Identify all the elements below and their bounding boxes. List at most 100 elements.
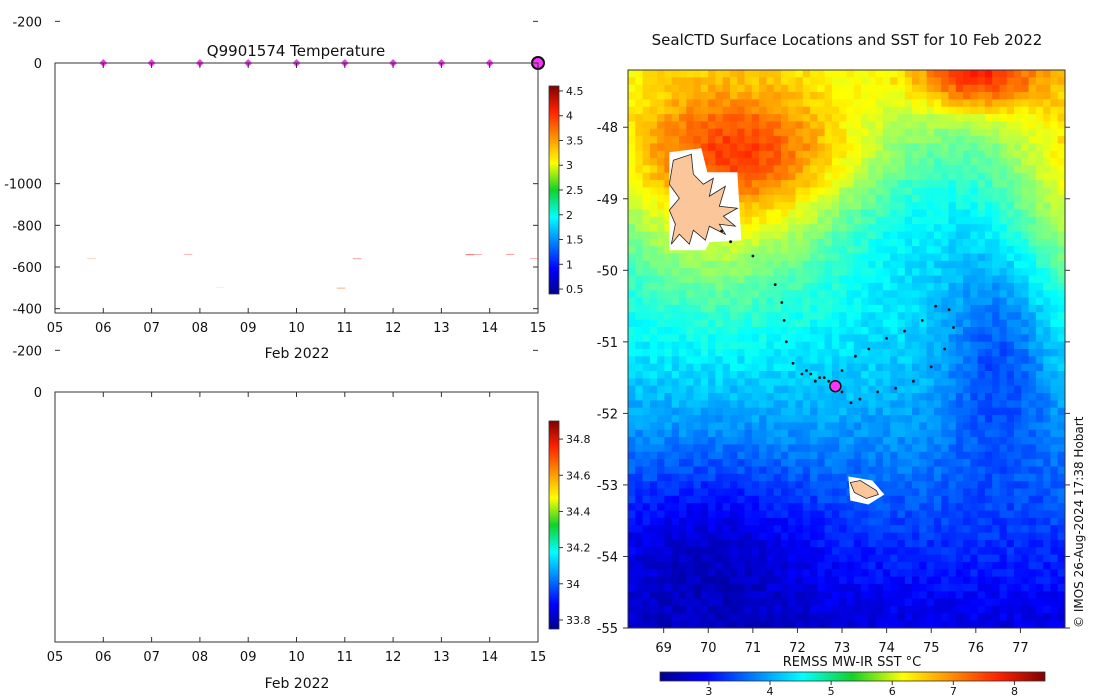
sst-cell — [795, 187, 804, 196]
sst-cell — [919, 165, 928, 174]
sst-cell — [730, 158, 738, 166]
sst-cell — [861, 77, 869, 86]
sst-cell — [730, 77, 738, 86]
sst-cell — [984, 136, 993, 144]
sst-cell — [926, 180, 935, 188]
sst-cell — [802, 92, 811, 100]
sst-cell — [948, 128, 957, 137]
sst-cell — [700, 150, 709, 159]
temperature-colorbar — [548, 85, 560, 295]
x-tick-label: 06 — [95, 650, 112, 665]
sst-cell — [708, 114, 716, 122]
sst-cell — [700, 77, 709, 86]
sst-cell — [941, 128, 949, 137]
sst-cell — [1006, 121, 1015, 130]
sst-cell — [868, 114, 877, 122]
sst-cell — [912, 92, 920, 100]
sst-cell — [1014, 106, 1022, 115]
sst-cell — [649, 77, 658, 86]
sst-cell — [1014, 92, 1022, 100]
sst-cell — [781, 128, 789, 137]
colorbar-tick-label: 34.2 — [566, 542, 591, 555]
sst-cell — [970, 143, 979, 152]
sst-cell — [817, 180, 826, 188]
sst-map-panel: SealCTD Surface Locations and SST for 10… — [597, 31, 1086, 698]
sst-cell — [715, 70, 724, 78]
sst-cell — [751, 114, 760, 122]
sst-cell — [744, 114, 753, 122]
sst-cell — [904, 165, 913, 174]
sst-cell — [1014, 143, 1022, 152]
sst-cell — [1021, 143, 1030, 152]
sst-cell — [963, 84, 971, 93]
sst-cell — [875, 84, 884, 93]
sst-cell — [744, 165, 753, 174]
colorbar-tick-label: 1 — [566, 258, 573, 271]
sst-cell — [941, 106, 949, 115]
sst-cell — [970, 84, 979, 93]
sst-cell — [715, 158, 724, 166]
sst-cell — [744, 121, 753, 130]
sst-cell — [941, 172, 949, 181]
sst-cell — [700, 143, 709, 152]
sst-cell — [781, 114, 789, 122]
sst-cell — [664, 165, 673, 174]
sst-cell — [963, 143, 971, 152]
sst-cell — [955, 77, 964, 86]
sst-cell — [795, 114, 804, 122]
sst-cell — [861, 99, 869, 108]
sst-cell — [788, 136, 796, 144]
sst-cell — [708, 158, 716, 166]
sst-cell — [970, 150, 979, 159]
sst-cell — [955, 121, 964, 130]
sst-cell — [737, 84, 746, 93]
sst-cell — [912, 158, 920, 166]
sst-cell — [715, 114, 724, 122]
sst-cell — [788, 77, 796, 86]
sst-cell — [686, 106, 695, 115]
sst-cell — [912, 70, 920, 78]
sst-cell — [1050, 70, 1059, 78]
sst-cell — [628, 128, 636, 137]
sst-cell — [1050, 128, 1059, 137]
sst-cell — [802, 70, 811, 78]
sst-cell — [984, 143, 993, 152]
sst-cell — [875, 114, 884, 122]
sst-cell — [912, 77, 920, 86]
sst-cell — [912, 106, 920, 115]
sst-cell — [955, 180, 964, 188]
sst-cell — [686, 136, 695, 144]
sst-cell — [933, 92, 942, 100]
sst-cell — [890, 99, 898, 108]
sst-cell — [824, 143, 833, 152]
sst-cell — [926, 106, 935, 115]
sst-cell — [664, 70, 673, 78]
sst-cell — [1057, 99, 1066, 108]
sst-cell — [817, 70, 826, 78]
sst-cell — [795, 158, 804, 166]
sst-cell — [679, 84, 687, 93]
sst-cell — [941, 136, 949, 144]
sst-cell — [933, 77, 942, 86]
sst-cell — [730, 106, 738, 115]
sst-cell — [890, 92, 898, 100]
sst-cell — [861, 92, 869, 100]
colorbar-tick-label: 34 — [566, 578, 580, 591]
colorbar-tick-label: 4 — [566, 110, 573, 123]
sst-cell — [839, 150, 847, 159]
salinity-x-label: Feb 2022 — [265, 676, 330, 692]
sst-cell — [759, 143, 767, 152]
sst-cell — [868, 121, 877, 130]
sst-cell — [642, 136, 651, 144]
x-tick-label: 15 — [530, 650, 547, 665]
sst-cell — [1014, 84, 1022, 93]
sst-cell — [766, 143, 775, 152]
sst-cell — [737, 70, 746, 78]
sst-cell — [919, 180, 928, 188]
sst-cell — [817, 84, 826, 93]
colorbar-tick-label: 34.6 — [566, 469, 591, 482]
sst-cell — [788, 187, 796, 196]
sst-cell — [1028, 70, 1037, 78]
sst-cell — [628, 84, 636, 93]
sst-cell — [926, 172, 935, 181]
